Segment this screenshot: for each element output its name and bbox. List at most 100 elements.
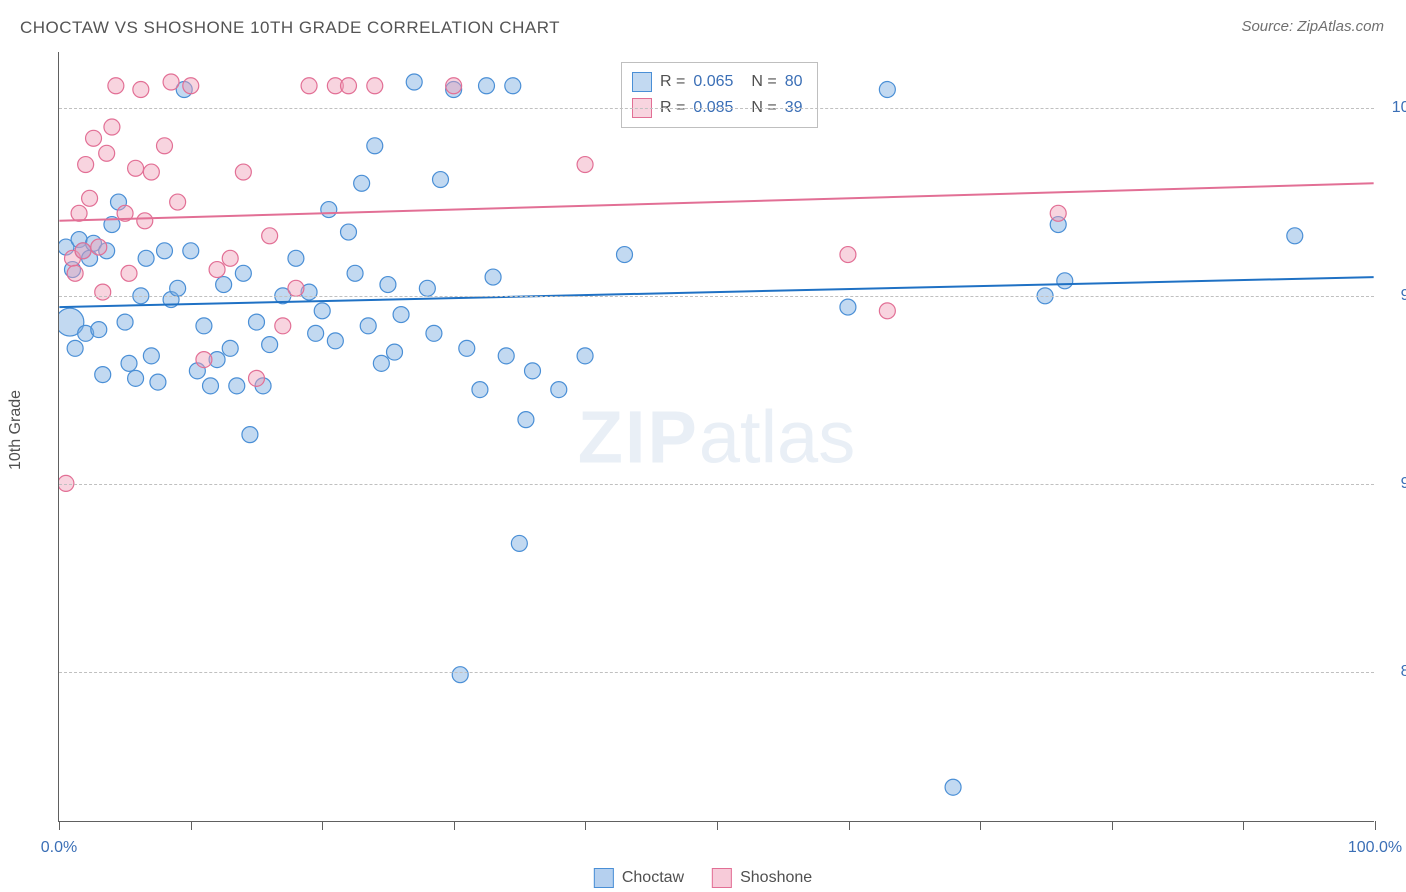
gridline-h — [59, 672, 1374, 673]
data-point — [209, 352, 225, 368]
data-point — [91, 239, 107, 255]
data-point — [498, 348, 514, 364]
gridline-h — [59, 484, 1374, 485]
data-point — [393, 307, 409, 323]
data-point — [840, 247, 856, 263]
data-point — [99, 243, 115, 259]
data-point — [1050, 217, 1066, 233]
data-point — [150, 374, 166, 390]
x-tick-label: 100.0% — [1348, 839, 1402, 857]
data-point — [360, 318, 376, 334]
data-point — [551, 382, 567, 398]
data-point — [879, 303, 895, 319]
legend-swatch — [594, 868, 614, 888]
data-point — [525, 363, 541, 379]
data-point — [262, 337, 278, 353]
data-point — [209, 262, 225, 278]
data-point — [511, 535, 527, 551]
data-point — [121, 355, 137, 371]
data-point — [229, 378, 245, 394]
data-point — [879, 82, 895, 98]
data-point — [75, 243, 91, 259]
data-point — [452, 667, 468, 683]
data-point — [577, 157, 593, 173]
data-point — [341, 78, 357, 94]
legend-n-value: 80 — [785, 73, 803, 91]
data-point — [157, 243, 173, 259]
data-point — [117, 314, 133, 330]
data-point — [308, 325, 324, 341]
data-point — [433, 172, 449, 188]
data-point — [183, 243, 199, 259]
data-point — [341, 224, 357, 240]
data-point — [95, 284, 111, 300]
legend-n-label: N = — [751, 73, 776, 91]
data-point — [137, 213, 153, 229]
data-point — [235, 164, 251, 180]
data-point — [143, 348, 159, 364]
data-point — [143, 164, 159, 180]
data-point — [249, 314, 265, 330]
x-tick — [717, 821, 718, 830]
data-point — [327, 78, 343, 94]
data-point — [128, 370, 144, 386]
x-tick — [585, 821, 586, 830]
data-point — [216, 277, 232, 293]
data-point — [577, 348, 593, 364]
data-point — [380, 277, 396, 293]
data-point — [170, 280, 186, 296]
data-point — [485, 269, 501, 285]
data-point — [1050, 205, 1066, 221]
data-point — [255, 378, 271, 394]
data-point — [617, 247, 633, 263]
series-legend-label: Choctaw — [622, 869, 684, 887]
data-point — [78, 325, 94, 341]
data-point — [104, 119, 120, 135]
data-point — [59, 239, 74, 255]
series-legend: Choctaw Shoshone — [594, 868, 812, 888]
data-point — [387, 344, 403, 360]
data-point — [222, 250, 238, 266]
data-point — [505, 78, 521, 94]
data-point — [347, 265, 363, 281]
data-point — [65, 262, 81, 278]
data-point — [67, 265, 83, 281]
data-point — [367, 138, 383, 154]
data-point — [301, 78, 317, 94]
data-point — [183, 78, 199, 94]
x-tick — [191, 821, 192, 830]
data-point — [235, 265, 251, 281]
data-point — [75, 243, 91, 259]
y-tick-label: 95.0% — [1401, 287, 1406, 305]
data-point — [419, 280, 435, 296]
x-tick — [59, 821, 60, 830]
chart-container: CHOCTAW VS SHOSHONE 10TH GRADE CORRELATI… — [0, 0, 1406, 892]
data-point — [446, 78, 462, 94]
data-point — [95, 367, 111, 383]
data-point — [479, 78, 495, 94]
data-point — [82, 250, 98, 266]
data-point — [327, 333, 343, 349]
gridline-h — [59, 296, 1374, 297]
y-axis-label: 10th Grade — [7, 390, 25, 470]
data-point — [82, 190, 98, 206]
data-point — [108, 78, 124, 94]
data-point — [1057, 273, 1073, 289]
series-legend-label: Shoshone — [740, 869, 812, 887]
x-tick-label: 0.0% — [41, 839, 77, 857]
data-point — [426, 325, 442, 341]
data-point — [163, 74, 179, 90]
data-point — [203, 378, 219, 394]
source-attribution: Source: ZipAtlas.com — [1241, 18, 1384, 35]
data-point — [138, 250, 154, 266]
data-point — [104, 217, 120, 233]
data-point — [288, 280, 304, 296]
data-point — [242, 427, 258, 443]
watermark: ZIPatlas — [578, 394, 855, 479]
legend-swatch — [712, 868, 732, 888]
data-point — [163, 292, 179, 308]
data-point — [59, 308, 84, 336]
data-point — [262, 228, 278, 244]
data-point — [71, 205, 87, 221]
data-point — [314, 303, 330, 319]
